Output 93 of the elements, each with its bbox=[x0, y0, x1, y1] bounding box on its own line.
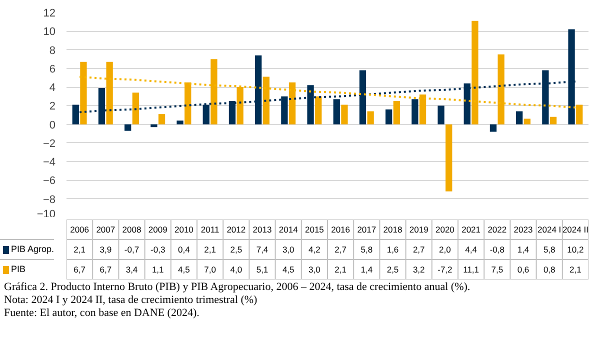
data-label: 1,1 bbox=[152, 264, 164, 274]
bar bbox=[438, 106, 444, 124]
x-tick-label: 2010 bbox=[174, 224, 194, 234]
x-tick-label: 2024 I bbox=[538, 224, 562, 234]
data-label: 4,5 bbox=[178, 264, 190, 274]
legend-label: PIB Agrop. bbox=[11, 243, 54, 256]
y-tick-label: 8 bbox=[49, 44, 56, 57]
data-label: 5,8 bbox=[360, 244, 373, 254]
data-label: 1,4 bbox=[517, 244, 530, 254]
bar bbox=[176, 120, 184, 124]
bar bbox=[516, 111, 523, 124]
text: Gráfica 2. Producto Interno Bruto (PIB) y PIB Agropecuario, 2006 – 2024, tasa de crecimiento anual (%). bbox=[4, 281, 470, 294]
x-tick-label: 2014 bbox=[278, 224, 298, 234]
data-label: -0,7 bbox=[124, 244, 140, 254]
x-tick-label: 2015 bbox=[304, 224, 324, 234]
data-label: 0,6 bbox=[517, 264, 530, 274]
y-tick-label: 2 bbox=[49, 100, 56, 113]
data-label: 5,8 bbox=[543, 244, 556, 254]
data-label: 7,5 bbox=[491, 264, 504, 274]
bar bbox=[446, 124, 452, 192]
data-label: -0,8 bbox=[490, 244, 505, 254]
y-tick-label: 10 bbox=[43, 26, 56, 38]
x-tick-label: 2017 bbox=[357, 224, 376, 234]
data-label: 2,5 bbox=[230, 244, 242, 254]
x-tick-label: 2008 bbox=[122, 224, 142, 234]
x-tick-label: 2013 bbox=[252, 224, 272, 234]
x-tick-label: 2012 bbox=[226, 224, 246, 234]
x-tick-label: 2022 bbox=[488, 224, 507, 234]
bar bbox=[315, 96, 322, 124]
data-label: 0,8 bbox=[543, 264, 556, 274]
data-label: -7,2 bbox=[438, 264, 453, 274]
data-label: 4,0 bbox=[230, 264, 242, 274]
bar bbox=[367, 111, 374, 124]
bar bbox=[393, 101, 400, 124]
x-tick-label: 2020 bbox=[435, 224, 455, 234]
y-tick-label: 6 bbox=[49, 63, 56, 76]
bar bbox=[158, 114, 166, 124]
y-tick-label: 0 bbox=[49, 119, 56, 132]
y-tick-label: −6 bbox=[42, 175, 56, 188]
data-label: 4,5 bbox=[282, 264, 295, 274]
data-label: 2,1 bbox=[74, 244, 86, 254]
data-label: 2,1 bbox=[204, 244, 216, 254]
data-label: 2,7 bbox=[412, 244, 426, 254]
data-label: 5,1 bbox=[256, 264, 268, 274]
y-tick-label: −2 bbox=[42, 138, 56, 150]
data-label: 3,0 bbox=[308, 264, 321, 274]
x-tick-label: 2018 bbox=[383, 224, 402, 234]
data-label: 2,0 bbox=[439, 244, 452, 254]
data-label: 0,4 bbox=[178, 244, 190, 254]
data-label: 3,2 bbox=[412, 264, 426, 274]
data-label: 1,6 bbox=[386, 244, 399, 254]
data-label: 3,0 bbox=[282, 244, 295, 254]
data-label: 6,7 bbox=[100, 264, 112, 274]
bar bbox=[550, 116, 557, 124]
data-label: 4,2 bbox=[308, 244, 321, 254]
data-label: 2,1 bbox=[334, 264, 347, 274]
data-label: 4,4 bbox=[465, 244, 478, 254]
x-tick-label: 2007 bbox=[96, 224, 116, 234]
bar bbox=[524, 118, 530, 124]
data-label: 7,0 bbox=[204, 264, 216, 274]
data-label: 10,2 bbox=[567, 244, 584, 254]
x-tick-label: 2006 bbox=[70, 224, 90, 234]
x-tick-label: 2021 bbox=[462, 224, 481, 234]
data-label: 11,1 bbox=[463, 264, 480, 274]
y-tick-label: 12 bbox=[43, 8, 56, 20]
x-tick-label: 2019 bbox=[409, 224, 429, 234]
data-label: 2,5 bbox=[386, 264, 399, 274]
data-label: 2,1 bbox=[570, 264, 582, 274]
legend-label: PIB bbox=[11, 263, 26, 276]
y-tick-label: −4 bbox=[42, 156, 56, 169]
bar bbox=[386, 109, 392, 124]
data-label: 3,9 bbox=[100, 244, 112, 254]
bar bbox=[132, 92, 139, 124]
x-tick-label: 2011 bbox=[200, 224, 220, 234]
data-label: -0,3 bbox=[150, 244, 166, 254]
text: Nota: 2024 I y 2024 II, tasa de crecimiento trimestral (%) bbox=[4, 294, 258, 307]
data-label: 2,7 bbox=[334, 244, 347, 254]
x-tick-label: 2024 II bbox=[562, 224, 588, 234]
y-tick-label: −8 bbox=[42, 194, 56, 206]
source-note: Fuente: El autor, con base en DANE (2024). bbox=[4, 307, 200, 320]
x-tick-label: 2016 bbox=[331, 224, 350, 234]
data-label: 1,4 bbox=[360, 264, 373, 274]
data-label: 6,7 bbox=[74, 264, 86, 274]
x-tick-label: 2023 bbox=[514, 224, 533, 234]
y-tick-label: 4 bbox=[49, 82, 56, 94]
bar bbox=[412, 99, 418, 124]
x-tick-label: 2009 bbox=[148, 224, 168, 234]
data-label: 7,4 bbox=[256, 244, 268, 254]
bar bbox=[150, 124, 158, 128]
bar bbox=[124, 124, 132, 131]
bar bbox=[341, 104, 348, 124]
data-label: 3,4 bbox=[126, 264, 138, 274]
bar bbox=[490, 124, 497, 132]
